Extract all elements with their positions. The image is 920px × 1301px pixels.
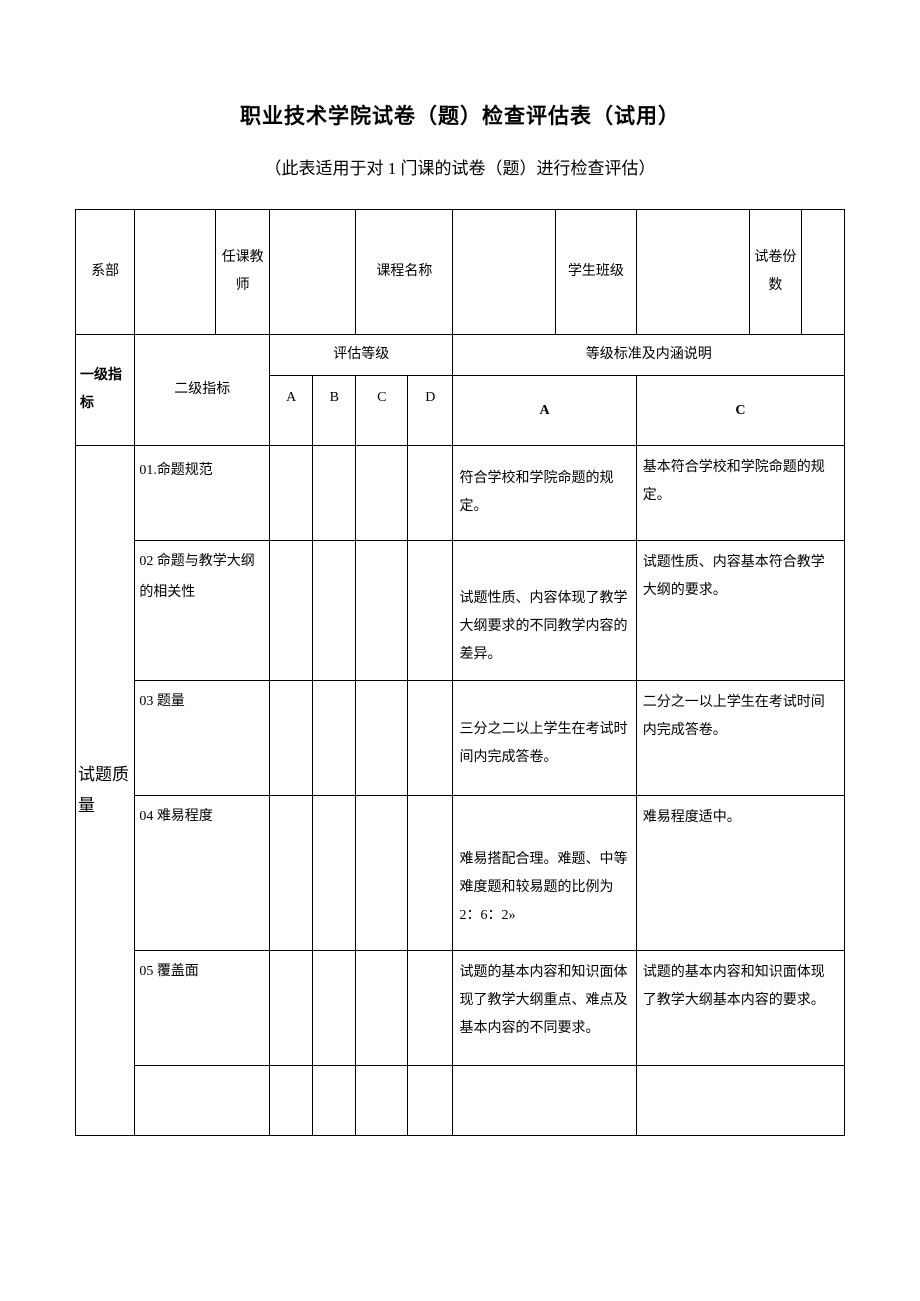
- grade-cell: [270, 951, 313, 1066]
- col-level2: 二级指标: [135, 335, 270, 446]
- col-level1: 一级指标: [76, 335, 135, 446]
- grade-cell: [313, 541, 356, 681]
- row-indicator: 01.命题规范: [135, 446, 270, 541]
- row-indicator: [135, 1066, 270, 1136]
- grade-cell: [313, 681, 356, 796]
- stdA-cell: 符合学校和学院命题的规定。: [453, 446, 636, 541]
- category-label: 试题质量: [76, 446, 135, 1136]
- stdA-cell: 三分之二以上学生在考试时间内完成答卷。: [453, 681, 636, 796]
- grade-cell: [408, 796, 453, 951]
- label-dept: 系部: [76, 210, 135, 335]
- col-D: D: [408, 376, 453, 446]
- stdA-cell: 试题的基本内容和知识面体现了教学大纲重点、难点及基本内容的不同要求。: [453, 951, 636, 1066]
- grade-cell: [356, 1066, 408, 1136]
- grade-cell: [356, 681, 408, 796]
- page-subtitle: （此表适用于对 1 门课的试卷（题）进行检查评估）: [75, 154, 845, 179]
- row-indicator: 03 题量: [135, 681, 270, 796]
- grade-cell: [356, 796, 408, 951]
- grade-cell: [313, 796, 356, 951]
- stdC-cell: 基本符合学校和学院命题的规定。: [636, 446, 844, 541]
- value-course: [453, 210, 555, 335]
- label-course: 课程名称: [356, 210, 453, 335]
- stdC-cell: 试题性质、内容基本符合教学大纲的要求。: [636, 541, 844, 681]
- stdA-cell: 难易搭配合理。难题、中等难度题和较易题的比例为 2：6：2»: [453, 796, 636, 951]
- grade-cell: [270, 446, 313, 541]
- grade-cell: [270, 541, 313, 681]
- value-teacher: [270, 210, 356, 335]
- col-stdC: C: [636, 376, 844, 446]
- col-stdA: A: [453, 376, 636, 446]
- col-C: C: [356, 376, 408, 446]
- row-indicator: 02 命题与教学大纲的相关性: [135, 541, 270, 681]
- grade-cell: [313, 1066, 356, 1136]
- stdC-cell: 难易程度适中。: [636, 796, 844, 951]
- grade-cell: [270, 796, 313, 951]
- col-grade-std: 等级标准及内涵说明: [453, 335, 845, 376]
- grade-cell: [408, 446, 453, 541]
- row-indicator: 05 覆盖面: [135, 951, 270, 1066]
- stdC-cell: [636, 1066, 844, 1136]
- grade-cell: [313, 951, 356, 1066]
- stdA-cell: [453, 1066, 636, 1136]
- col-eval-grade: 评估等级: [270, 335, 453, 376]
- stdA-cell: 试题性质、内容体现了教学大纲要求的不同教学内容的差异。: [453, 541, 636, 681]
- grade-cell: [408, 681, 453, 796]
- grade-cell: [270, 1066, 313, 1136]
- grade-cell: [270, 681, 313, 796]
- label-class: 学生班级: [555, 210, 636, 335]
- grade-cell: [313, 446, 356, 541]
- evaluation-table: 系部 任课教师 课程名称 学生班级 试卷份数 一级指标 二级指标 评估等级 等级…: [75, 209, 845, 1136]
- grade-cell: [356, 446, 408, 541]
- col-B: B: [313, 376, 356, 446]
- value-dept: [135, 210, 216, 335]
- grade-cell: [356, 541, 408, 681]
- label-teacher: 任课教师: [216, 210, 270, 335]
- grade-cell: [356, 951, 408, 1066]
- col-A: A: [270, 376, 313, 446]
- grade-cell: [408, 1066, 453, 1136]
- value-class: [636, 210, 749, 335]
- grade-cell: [408, 951, 453, 1066]
- stdC-cell: 试题的基本内容和知识面体现了教学大纲基本内容的要求。: [636, 951, 844, 1066]
- row-indicator: 04 难易程度: [135, 796, 270, 951]
- page-title: 职业技术学院试卷（题）检查评估表（试用）: [75, 100, 845, 130]
- stdC-cell: 二分之一以上学生在考试时间内完成答卷。: [636, 681, 844, 796]
- value-copies: [801, 210, 844, 335]
- grade-cell: [408, 541, 453, 681]
- label-copies: 试卷份数: [750, 210, 802, 335]
